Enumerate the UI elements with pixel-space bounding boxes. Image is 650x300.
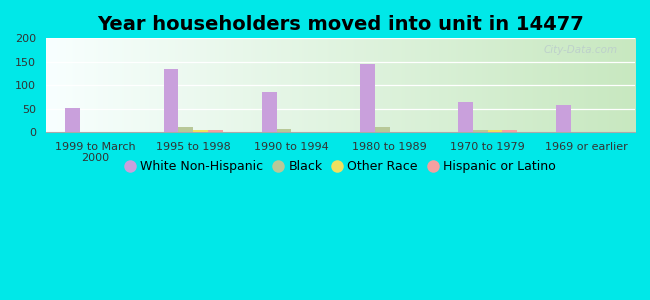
Bar — [360, 64, 375, 132]
Title: Year householders moved into unit in 14477: Year householders moved into unit in 144… — [97, 15, 584, 34]
Bar — [66, 108, 80, 132]
Bar — [458, 102, 473, 132]
Bar — [277, 129, 291, 132]
Bar — [164, 69, 178, 132]
Bar — [178, 127, 193, 132]
Bar — [473, 130, 488, 132]
Bar — [262, 92, 277, 132]
Bar — [488, 130, 502, 132]
Bar — [375, 127, 389, 132]
Bar — [502, 130, 517, 132]
Legend: White Non-Hispanic, Black, Other Race, Hispanic or Latino: White Non-Hispanic, Black, Other Race, H… — [120, 155, 561, 178]
Bar — [208, 130, 222, 132]
Bar — [556, 105, 571, 132]
Text: City-Data.com: City-Data.com — [543, 45, 618, 55]
Bar — [193, 130, 208, 132]
